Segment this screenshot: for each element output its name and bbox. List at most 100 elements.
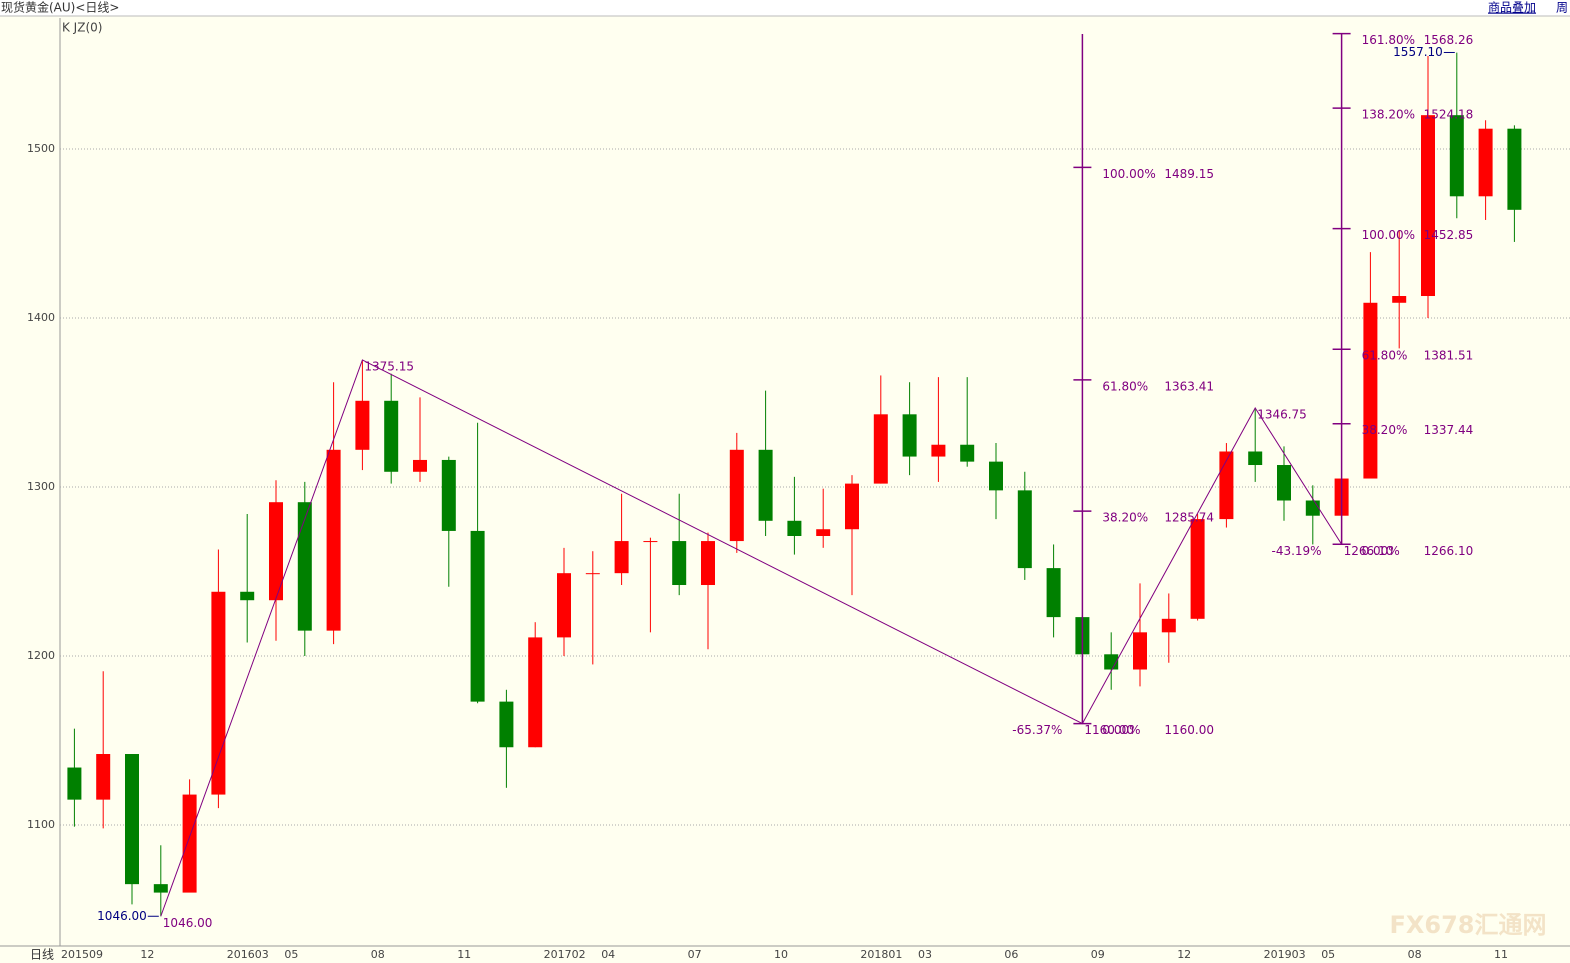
x-tick-label: 201903 xyxy=(1264,948,1306,961)
fib-value: 1285.74 xyxy=(1164,511,1214,525)
candle-body xyxy=(528,637,543,748)
y-tick-label: 1300 xyxy=(27,480,55,493)
zigzag-ratio: -65.37% xyxy=(1012,723,1062,737)
zigzag-label: 1375.15 xyxy=(364,359,414,373)
candle-body xyxy=(470,530,485,702)
candle-body xyxy=(585,573,600,575)
fib-value: 1568.26 xyxy=(1424,33,1474,47)
fib-value: 1452.85 xyxy=(1424,228,1474,242)
chart-title: 现货黄金(AU)<日线> xyxy=(1,0,119,15)
x-tick-label: 04 xyxy=(601,948,615,961)
x-tick-label: 201801 xyxy=(860,948,902,961)
fib-percent: 0.00% xyxy=(1102,723,1140,737)
fib-percent: 38.20% xyxy=(1362,423,1408,437)
x-tick-label: 201603 xyxy=(227,948,269,961)
candle-body xyxy=(931,444,946,457)
candle-body xyxy=(701,541,715,586)
zigzag-label: 1046.00 xyxy=(163,916,213,930)
candle-body xyxy=(441,459,456,531)
x-tick-label: 05 xyxy=(284,948,298,961)
candle-body xyxy=(1392,296,1407,303)
candle-body xyxy=(557,573,571,638)
x-tick-label: 09 xyxy=(1091,948,1105,961)
fib-percent: 161.80% xyxy=(1362,33,1415,47)
candle-body xyxy=(240,591,255,601)
candle-body xyxy=(845,483,859,530)
x-tick-label: 10 xyxy=(774,948,788,961)
candle-body xyxy=(499,701,514,748)
candle-body xyxy=(1161,618,1176,633)
candle-body xyxy=(1478,128,1493,197)
y-tick-label: 1500 xyxy=(27,142,55,155)
x-tick-label: 12 xyxy=(140,948,154,961)
fib-percent: 61.80% xyxy=(1102,379,1148,393)
fib-value: 1363.41 xyxy=(1164,379,1214,393)
fib-percent: 61.80% xyxy=(1362,349,1408,363)
candle-body xyxy=(125,754,139,885)
candle-body xyxy=(326,449,341,631)
x-tick-label: 08 xyxy=(1408,948,1422,961)
candle-body xyxy=(816,529,831,536)
candle-body xyxy=(729,449,744,542)
fib-value: 1337.44 xyxy=(1424,423,1474,437)
overlay-button[interactable]: 商品叠加 xyxy=(1488,0,1536,15)
candle-body xyxy=(758,449,773,521)
extreme-label: 1046.00 xyxy=(97,909,147,923)
candle-body xyxy=(355,400,370,450)
candle-body xyxy=(1449,115,1464,197)
fib-value: 1381.51 xyxy=(1424,349,1474,363)
candle-body xyxy=(1017,490,1032,569)
candle-body xyxy=(1363,302,1378,479)
indicator-label: K JZ(0) xyxy=(62,21,102,35)
candle-body xyxy=(672,541,687,586)
y-tick-label: 1100 xyxy=(27,818,55,831)
x-tick-label: 201702 xyxy=(544,948,586,961)
fib-percent: 0.00% xyxy=(1362,544,1400,558)
x-tick-label: 03 xyxy=(918,948,932,961)
candle-body xyxy=(67,767,82,800)
candle-body xyxy=(297,502,312,631)
candle-body xyxy=(1248,451,1263,466)
fib-value: 1524.18 xyxy=(1424,108,1474,122)
candle-body xyxy=(1305,500,1320,516)
candle-body xyxy=(182,794,197,893)
period-button[interactable]: 周 xyxy=(1556,1,1568,15)
watermark: FX678汇通网 xyxy=(1390,911,1547,939)
candle-body xyxy=(96,754,111,800)
candle-body xyxy=(787,520,802,536)
fib-percent: 38.20% xyxy=(1102,511,1148,525)
candle-body xyxy=(1133,632,1147,670)
x-tick-label: 08 xyxy=(371,948,385,961)
candle-body xyxy=(902,414,917,457)
x-tick-label: 11 xyxy=(1494,948,1508,961)
candle-body xyxy=(153,884,168,893)
period-label: 日线 xyxy=(30,948,54,962)
x-tick-label: 12 xyxy=(1177,948,1191,961)
candle-body xyxy=(1277,465,1291,501)
fib-value: 1266.10 xyxy=(1424,544,1474,558)
candle-body xyxy=(211,591,226,795)
candle-body xyxy=(989,461,1003,491)
fib-value: 1489.15 xyxy=(1164,167,1214,181)
zigzag-line xyxy=(160,359,1343,917)
x-tick-label: 05 xyxy=(1321,948,1335,961)
zigzag-label: 1160.00 xyxy=(1084,723,1134,737)
y-tick-label: 1200 xyxy=(27,649,55,662)
candle-body xyxy=(643,541,658,543)
top-bar xyxy=(0,0,1570,16)
x-tick-label: 06 xyxy=(1004,948,1018,961)
fib-percent: 138.20% xyxy=(1362,108,1415,122)
candle-body xyxy=(614,541,629,574)
candle-body xyxy=(873,414,888,484)
x-tick-label: 11 xyxy=(457,948,471,961)
candle-body xyxy=(384,400,399,472)
zigzag-label: 1266.10 xyxy=(1344,544,1394,558)
zigzag-ratio: -43.19% xyxy=(1272,544,1322,558)
fib-percent: 100.00% xyxy=(1102,167,1155,181)
fib-percent: 100.00% xyxy=(1362,228,1415,242)
candle-body xyxy=(960,444,975,462)
candle-body xyxy=(1104,654,1119,670)
x-tick-label: 07 xyxy=(688,948,702,961)
candle-body xyxy=(413,459,427,472)
